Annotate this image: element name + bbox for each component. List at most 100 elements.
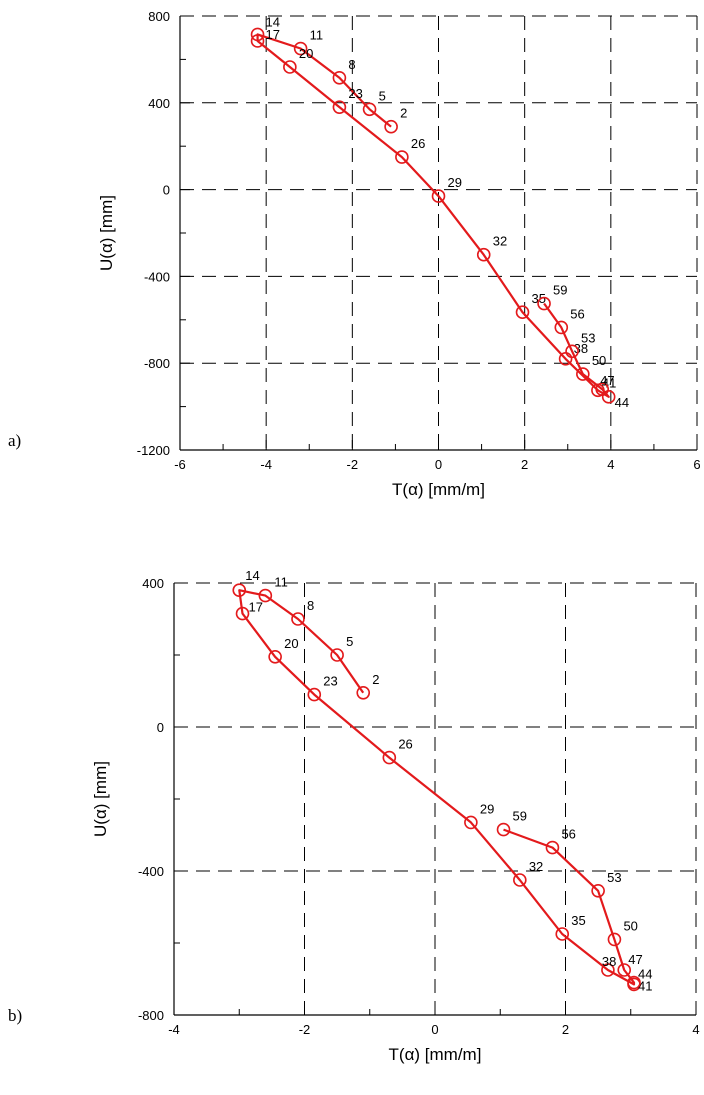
data-point-marker: [356, 685, 371, 700]
x-axis-title: T(α) [mm/m]: [392, 480, 485, 499]
data-point-label: 2: [372, 672, 379, 687]
data-point-label: 11: [274, 575, 288, 590]
data-point-marker: [258, 588, 273, 603]
y-tick-label: 400: [148, 96, 170, 111]
y-tick-label: -400: [144, 269, 170, 284]
data-point-label: 29: [448, 175, 462, 190]
data-point-marker: [554, 320, 569, 335]
data-point-marker: [555, 927, 570, 941]
panel-label: a): [8, 431, 21, 450]
data-point-marker: [515, 305, 530, 320]
data-point-marker: [384, 119, 398, 134]
x-tick-label: -4: [168, 1022, 180, 1037]
y-axis-title: U(α) [mm]: [91, 761, 110, 837]
data-point-marker: [332, 71, 347, 85]
data-point-label: 11: [310, 28, 324, 43]
data-point-marker: [627, 975, 641, 990]
data-point-label: 8: [348, 57, 355, 72]
data-point-marker: [513, 873, 527, 887]
data-point-label: 35: [532, 291, 546, 306]
data-point-label: 35: [571, 913, 585, 928]
data-point-label: 29: [480, 801, 494, 816]
x-axis-title: T(α) [mm/m]: [389, 1045, 482, 1064]
data-point-label: 23: [348, 86, 362, 101]
data-point-marker: [293, 41, 308, 56]
y-tick-label: 0: [157, 720, 164, 735]
data-point-label: 59: [553, 283, 567, 298]
data-point-label: 2: [400, 106, 407, 121]
data-point-marker: [268, 649, 282, 664]
y-tick-label: -800: [144, 356, 170, 371]
x-tick-label: -6: [174, 457, 186, 472]
data-point-marker: [332, 100, 347, 114]
data-point-label: 20: [284, 636, 298, 651]
data-point-marker: [382, 750, 397, 765]
data-point-label: 20: [299, 46, 313, 61]
data-point-label: 26: [411, 136, 425, 151]
x-tick-label: -2: [347, 457, 359, 472]
x-tick-label: 0: [435, 457, 442, 472]
y-tick-label: -1200: [137, 443, 170, 458]
data-point-label: 17: [266, 27, 280, 42]
x-tick-label: 4: [607, 457, 614, 472]
data-point-label: 44: [615, 395, 629, 410]
series-line: [256, 33, 610, 398]
x-tick-label: -4: [260, 457, 272, 472]
y-tick-label: 800: [148, 9, 170, 24]
data-point-marker: [496, 822, 511, 837]
data-point-marker: [464, 815, 478, 830]
data-point-marker: [232, 583, 247, 598]
data-point-label: 41: [638, 978, 652, 993]
chart-panel-a: -6 -4 -2 0 2 4 6 -1200 -800 -400 0 400 800 T(α) [mm/m…: [8, 9, 701, 499]
data-point-marker: [395, 150, 409, 164]
x-tick-label: 2: [521, 457, 528, 472]
data-point-marker: [307, 687, 322, 702]
x-tick-label: 6: [693, 457, 700, 472]
y-tick-label: 400: [142, 576, 164, 591]
y-tick-label: -800: [138, 1008, 164, 1023]
data-point-marker: [537, 296, 551, 311]
data-point-marker: [591, 883, 605, 898]
y-tick-label: -400: [138, 864, 164, 879]
data-point-marker: [565, 344, 579, 359]
y-tick-label: 0: [163, 183, 170, 198]
data-point-label: 14: [245, 568, 259, 583]
data-point-marker: [283, 60, 297, 74]
data-point-marker: [545, 840, 560, 855]
y-axis-title: U(α) [mm]: [97, 195, 116, 271]
data-point-marker: [291, 612, 305, 626]
data-point-marker: [250, 27, 265, 42]
data-point-label: 56: [570, 306, 584, 321]
x-tick-label: 4: [692, 1022, 699, 1037]
data-point-label: 53: [607, 870, 621, 885]
data-point-marker: [250, 34, 265, 48]
chart-panel-b: -4 -2 0 2 4 -800 -400 0 400 T(α) [mm/m] U(α) [mm] b…: [8, 568, 700, 1064]
data-point-label: 38: [602, 954, 616, 969]
panel-label: b): [8, 1006, 22, 1025]
data-point-marker: [476, 247, 491, 262]
x-tick-label: 0: [431, 1022, 438, 1037]
data-point-marker: [607, 932, 622, 947]
data-point-marker: [431, 189, 446, 203]
x-tick-label: 2: [562, 1022, 569, 1037]
data-point-label: 8: [307, 598, 314, 613]
data-point-marker: [362, 102, 377, 117]
data-point-label: 59: [513, 809, 527, 824]
data-point-label: 41: [602, 375, 616, 390]
data-point-marker: [235, 606, 250, 621]
data-point-marker: [595, 382, 610, 397]
data-point-marker: [576, 367, 590, 381]
data-point-label: 14: [266, 14, 280, 29]
data-point-label: 23: [323, 674, 337, 689]
data-point-label: 26: [398, 737, 412, 752]
data-point-label: 44: [638, 967, 652, 982]
data-point-label: 32: [493, 234, 507, 249]
data-point-label: 32: [529, 859, 543, 874]
x-tick-label: -2: [299, 1022, 311, 1037]
data-point-label: 56: [561, 827, 575, 842]
data-point-label: 5: [379, 88, 386, 103]
data-point-label: 53: [581, 330, 595, 345]
data-point-label: 50: [623, 918, 637, 933]
data-point-label: 47: [600, 373, 614, 388]
